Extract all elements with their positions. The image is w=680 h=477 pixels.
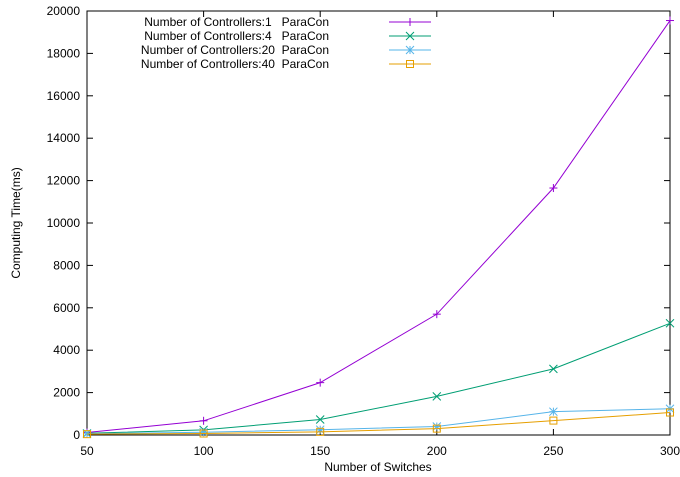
data-point bbox=[432, 310, 441, 319]
y-tick-label: 4000 bbox=[53, 343, 80, 357]
legend-label: Number of Controllers:20 ParaCon bbox=[141, 43, 329, 57]
series-2 bbox=[82, 318, 675, 438]
data-point bbox=[199, 416, 208, 425]
series-3 bbox=[82, 404, 675, 439]
legend-label: Number of Controllers:40 ParaCon bbox=[141, 57, 329, 71]
y-tick-label: 18000 bbox=[47, 46, 81, 60]
data-point bbox=[315, 415, 325, 424]
legend-entry: Number of Controllers:1 ParaCon bbox=[144, 15, 431, 29]
y-tick-label: 20000 bbox=[47, 4, 81, 18]
x-tick-label: 150 bbox=[310, 444, 330, 458]
data-point bbox=[316, 378, 325, 387]
data-point bbox=[83, 430, 91, 439]
data-point bbox=[432, 424, 441, 433]
y-tick-labels: 0 2000 4000 6000 8000 10000 12000 14000 16000 180… bbox=[47, 4, 81, 442]
y-tick-label: 10000 bbox=[47, 216, 81, 230]
series-4 bbox=[83, 408, 674, 439]
legend-marker bbox=[406, 18, 414, 26]
legend-marker bbox=[405, 31, 415, 41]
legend-entry: Number of Controllers:4 ParaCon bbox=[144, 29, 431, 43]
plot-frame bbox=[86, 10, 671, 436]
legend-label: Number of Controllers:1 ParaCon bbox=[144, 15, 329, 29]
x-tick-label: 100 bbox=[194, 444, 214, 458]
data-point bbox=[665, 318, 675, 328]
y-axis-title: Computing Time(ms) bbox=[9, 167, 23, 278]
legend-entry: Number of Controllers:40 ParaCon bbox=[141, 57, 431, 71]
y-tick-label: 14000 bbox=[47, 131, 81, 145]
x-tick-label: 50 bbox=[80, 444, 94, 458]
x-tick-label: 250 bbox=[543, 444, 563, 458]
data-point bbox=[549, 407, 558, 417]
data-point bbox=[549, 416, 558, 425]
data-point bbox=[666, 16, 674, 25]
x-axis-title: Number of Switches bbox=[324, 460, 431, 474]
legend-label: Number of Controllers:4 ParaCon bbox=[144, 29, 329, 43]
y-tick-label: 2000 bbox=[53, 386, 80, 400]
series-line bbox=[86, 20, 671, 433]
data-point bbox=[666, 408, 674, 417]
y-tick-label: 16000 bbox=[47, 89, 81, 103]
data-point bbox=[199, 427, 208, 437]
x-tick-label: 200 bbox=[427, 444, 447, 458]
y-tick-label: 12000 bbox=[47, 174, 81, 188]
data-point bbox=[549, 364, 558, 374]
legend-marker bbox=[405, 45, 415, 55]
x-tick-label: 300 bbox=[660, 444, 680, 458]
y-tick-label: 6000 bbox=[53, 301, 80, 315]
data-point bbox=[549, 184, 558, 193]
series-line bbox=[86, 412, 671, 435]
legend-marker bbox=[406, 60, 414, 68]
y-tick-label: 0 bbox=[73, 428, 80, 442]
data-point bbox=[316, 427, 325, 436]
series-1 bbox=[83, 16, 674, 437]
series-layer bbox=[82, 16, 675, 439]
y-tick-label: 8000 bbox=[53, 258, 80, 272]
legend-entry: Number of Controllers:20 ParaCon bbox=[141, 43, 431, 57]
series-line bbox=[86, 408, 671, 435]
axis-ticks bbox=[86, 10, 671, 436]
data-point bbox=[432, 392, 442, 401]
series-line bbox=[86, 322, 671, 434]
data-point bbox=[315, 425, 325, 435]
data-point bbox=[199, 429, 208, 438]
x-tick-labels: 50 100 150 200 250 300 bbox=[80, 444, 680, 458]
data-point bbox=[432, 422, 442, 431]
